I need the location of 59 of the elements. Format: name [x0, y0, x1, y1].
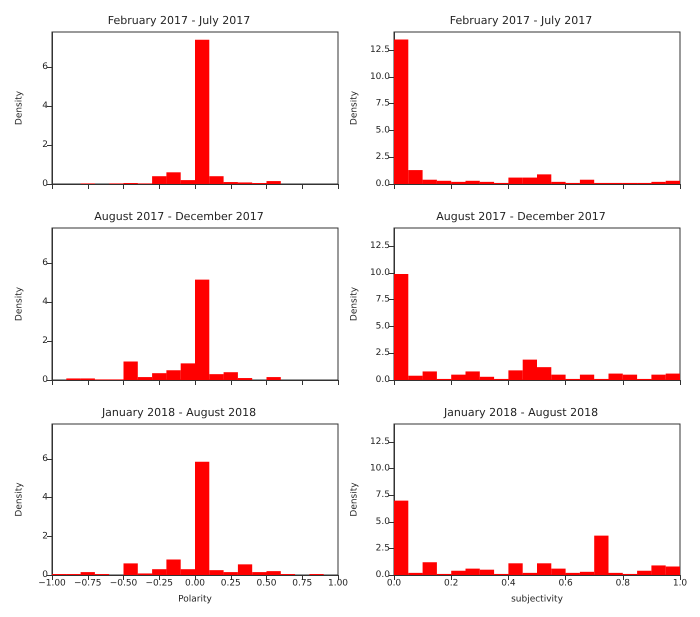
x-tick-label: 0.75 [292, 578, 312, 588]
y-tick-label: 10.0 [370, 464, 390, 474]
y-tick-label: 12.5 [370, 437, 390, 448]
y-axis-title: Density [350, 482, 360, 517]
chart-title: August 2017 - December 2017 [436, 210, 606, 223]
y-axis-title: Density [350, 286, 360, 322]
x-axis-title: subjectivity [511, 594, 564, 604]
y-tick-label: 0.0 [376, 179, 390, 189]
y-tick-label: 0.0 [376, 570, 390, 580]
x-tick-label: 1.00 [328, 578, 348, 588]
x-tick-label: −0.50 [110, 578, 138, 588]
x-axis-title: Polarity [178, 594, 213, 604]
y-tick-label: 2.5 [376, 348, 390, 358]
y-tick-label: 2 [42, 336, 48, 346]
y-axis-title: Density [14, 90, 24, 126]
y-tick-label: 0.0 [376, 375, 390, 385]
y-tick-label: 12.5 [370, 241, 390, 252]
chart-title: February 2017 - July 2017 [108, 14, 250, 27]
x-tick-label: −1.00 [38, 578, 66, 588]
y-tick-label: 2 [42, 531, 48, 542]
x-tick-label: 0.4 [501, 578, 516, 588]
y-axis-title: Density [14, 286, 24, 322]
y-tick-label: 10.0 [370, 72, 390, 82]
y-tick-label: 5.0 [376, 321, 390, 332]
x-tick-label: 0.50 [256, 578, 277, 588]
x-tick-label: 0.2 [444, 578, 458, 588]
y-tick-label: 0 [42, 179, 48, 189]
chart-title: August 2017 - December 2017 [94, 210, 264, 223]
y-axis-title: Density [350, 90, 360, 126]
y-tick-label: 5.0 [376, 516, 390, 527]
y-tick-label: 0 [42, 375, 48, 385]
x-tick-label: 0.25 [220, 578, 241, 588]
x-tick-label: 0.00 [184, 578, 206, 588]
y-tick-label: 5.0 [376, 125, 390, 136]
y-tick-label: 0 [42, 570, 48, 580]
y-tick-label: 2 [42, 140, 48, 150]
chart-title: January 2018 - August 2018 [100, 406, 256, 419]
y-tick-label: 2.5 [376, 152, 390, 162]
x-tick-label: −0.75 [74, 578, 102, 588]
x-tick-label: 0.8 [616, 578, 630, 588]
y-axis-title: Density [14, 482, 24, 517]
x-tick-label: 0.6 [558, 578, 574, 588]
y-tick-label: 6 [42, 62, 48, 72]
y-tick-label: 4 [42, 101, 48, 112]
y-tick-label: 7.5 [376, 98, 390, 109]
x-tick-label: −0.25 [145, 578, 174, 588]
x-tick-label: 1.0 [672, 578, 688, 588]
x-tick-label: 0.0 [386, 578, 402, 588]
y-tick-label: 12.5 [370, 45, 390, 56]
y-tick-label: 6 [42, 454, 48, 464]
y-tick-label: 7.5 [376, 490, 390, 500]
y-tick-label: 6 [42, 258, 48, 268]
chart-title: January 2018 - August 2018 [442, 406, 598, 419]
y-tick-label: 4 [42, 297, 48, 308]
y-tick-label: 4 [42, 492, 48, 503]
y-tick-label: 7.5 [376, 294, 390, 305]
y-tick-label: 2.5 [376, 543, 390, 554]
y-tick-label: 10.0 [370, 268, 390, 278]
chart-title: February 2017 - July 2017 [450, 14, 592, 27]
